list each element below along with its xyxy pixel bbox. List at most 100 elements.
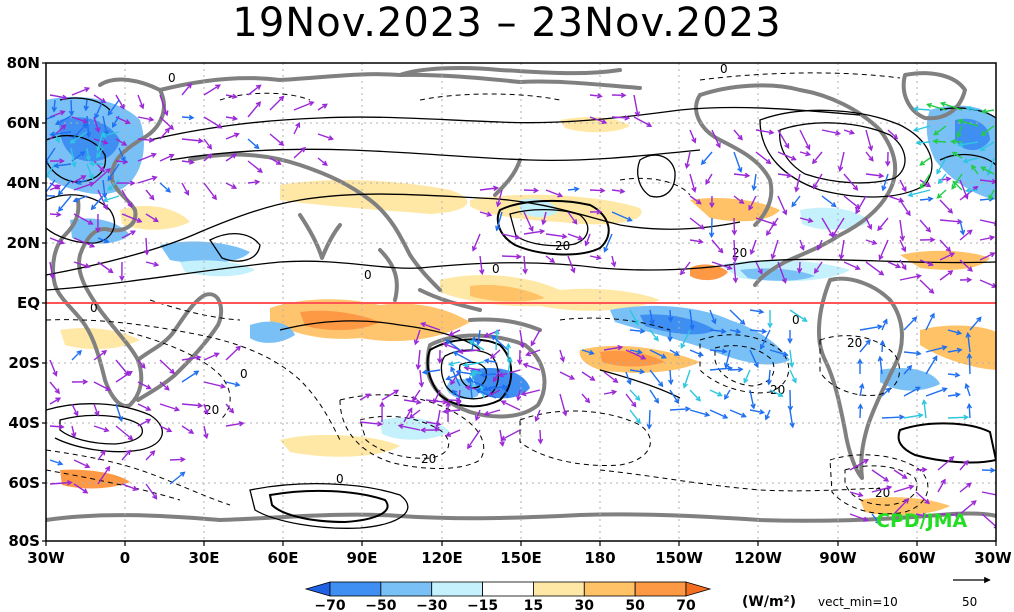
lat-label: 20S — [8, 354, 40, 372]
flux-vector — [49, 481, 72, 485]
flux-vector-head — [907, 191, 914, 198]
colorbar-tick-label: 70 — [676, 598, 696, 612]
lon-label: 30W — [27, 549, 65, 567]
flux-vector — [952, 151, 963, 159]
flux-vector-head — [921, 466, 928, 473]
flux-vector — [49, 213, 61, 216]
flux-vector — [729, 368, 743, 371]
flux-vector-head — [700, 159, 707, 166]
flux-vector — [58, 179, 72, 196]
flux-vector — [545, 255, 555, 263]
flux-vector-head — [482, 386, 489, 392]
flux-vector — [137, 359, 146, 369]
flux-vector-head — [105, 168, 111, 174]
flux-vector — [115, 138, 127, 146]
flux-vector — [709, 349, 727, 353]
flux-vector — [939, 239, 951, 252]
lon-label: 120W — [734, 549, 782, 567]
flux-vector-head — [103, 426, 110, 433]
flux-vector-head — [188, 114, 195, 121]
flux-vector-head — [88, 173, 94, 180]
flux-vector — [137, 418, 151, 427]
flux-vector-head — [486, 211, 493, 217]
flux-vector — [50, 131, 72, 136]
flux-vector-head — [533, 187, 540, 194]
flux-vector — [317, 133, 333, 140]
flux-vector — [159, 425, 172, 432]
flux-vector-head — [646, 121, 653, 127]
lat-label: 60S — [8, 474, 40, 492]
flux-vector — [484, 409, 501, 416]
flux-vector — [625, 371, 631, 384]
colorbar-tick-label: −50 — [365, 598, 396, 612]
flux-vector — [711, 261, 732, 270]
flux-vector-head — [908, 484, 915, 490]
flux-vector — [58, 195, 72, 212]
flux-vector-head — [238, 421, 245, 427]
flux-vector — [86, 147, 90, 161]
flux-vector-head — [877, 355, 884, 362]
flux-vector — [293, 122, 300, 135]
lon-label: 150W — [655, 549, 703, 567]
flux-vector — [93, 425, 109, 432]
colorbar: −70 −50 −30 −15 15 30 50 70 — [304, 581, 712, 612]
flux-vector — [649, 309, 654, 325]
flux-vector-head — [76, 349, 82, 356]
flux-vector-head — [816, 245, 822, 251]
flux-vector-head — [452, 351, 459, 357]
flux-vector-head — [708, 232, 715, 239]
flux-vector — [469, 340, 485, 351]
flux-vector — [247, 181, 259, 184]
flux-vector-head — [393, 389, 400, 395]
flux-vector-head — [87, 219, 94, 225]
flux-vector-head — [906, 364, 913, 371]
flux-vector-head — [704, 411, 711, 417]
flux-vector-head — [649, 319, 655, 326]
flux-vector-head — [497, 372, 504, 378]
flux-vector-head — [96, 152, 102, 159]
flux-vector — [603, 391, 616, 395]
flux-vector-head — [784, 143, 790, 149]
flux-vector — [947, 393, 960, 397]
flux-vector — [881, 416, 904, 419]
flux-vector — [865, 173, 883, 177]
flux-vector — [46, 115, 56, 120]
flux-vector-head — [679, 269, 686, 276]
flux-vector — [649, 329, 659, 341]
flux-vector — [881, 341, 884, 353]
flux-vector-head — [234, 381, 241, 387]
flux-vector-head — [838, 254, 845, 261]
flux-vector — [813, 173, 823, 189]
flux-vector-head — [835, 130, 842, 136]
flux-vector-head — [599, 187, 606, 194]
flux-vector-head — [980, 166, 987, 172]
flux-vector-head — [674, 398, 680, 405]
flux-vector-head — [82, 379, 89, 385]
flux-vector-head — [790, 155, 797, 161]
flux-vector — [49, 110, 65, 118]
flux-vector-head — [957, 118, 964, 125]
flux-vector — [423, 369, 441, 374]
flux-vector — [97, 450, 106, 461]
flux-vector-head — [966, 229, 973, 235]
colorbar-cell — [634, 581, 687, 597]
flux-vector — [71, 87, 90, 96]
flux-vector-head — [964, 382, 970, 389]
flux-vector-head — [455, 369, 462, 375]
flux-vector-head — [413, 339, 420, 346]
flux-vector — [203, 153, 213, 162]
flux-vector — [419, 369, 423, 387]
flux-vector-head — [967, 266, 973, 272]
flux-vector — [899, 274, 921, 281]
flux-vector-head — [589, 375, 596, 381]
flux-vector-head — [213, 352, 220, 358]
flux-vector — [603, 233, 613, 252]
flux-vector-head — [169, 368, 176, 375]
flux-vector-head — [57, 190, 64, 196]
olr-anomaly-shading — [46, 96, 996, 516]
flux-vector-head — [107, 185, 113, 191]
flux-vector-head — [966, 482, 972, 488]
flux-vector-head — [541, 219, 547, 226]
flux-vector — [414, 329, 421, 345]
